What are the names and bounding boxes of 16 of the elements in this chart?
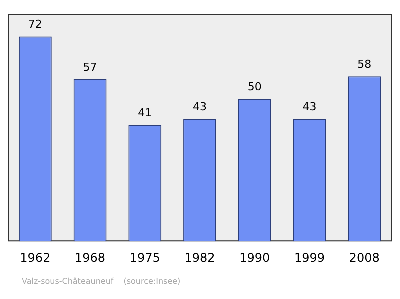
data-label: 41 [138, 106, 152, 120]
text: (source:Insee) [124, 277, 181, 286]
data-label: 58 [358, 58, 372, 71]
x-tick-label: 1982 [184, 250, 216, 265]
data-label: 43 [302, 100, 317, 114]
x-tick-label: 1990 [240, 250, 270, 265]
x-tick-label: 1962 [20, 250, 51, 265]
data-label: 50 [248, 80, 262, 94]
data-label: 43 [193, 100, 207, 114]
x-tick-label: 1999 [294, 250, 325, 265]
text: Valz-sous-Châteauneuf [22, 277, 114, 286]
x-tick-label: 2008 [349, 250, 380, 265]
x-tick-label: 1968 [75, 250, 106, 265]
data-label: 57 [83, 60, 98, 74]
data-label: 72 [28, 18, 42, 32]
x-tick-label: 1975 [130, 250, 160, 265]
